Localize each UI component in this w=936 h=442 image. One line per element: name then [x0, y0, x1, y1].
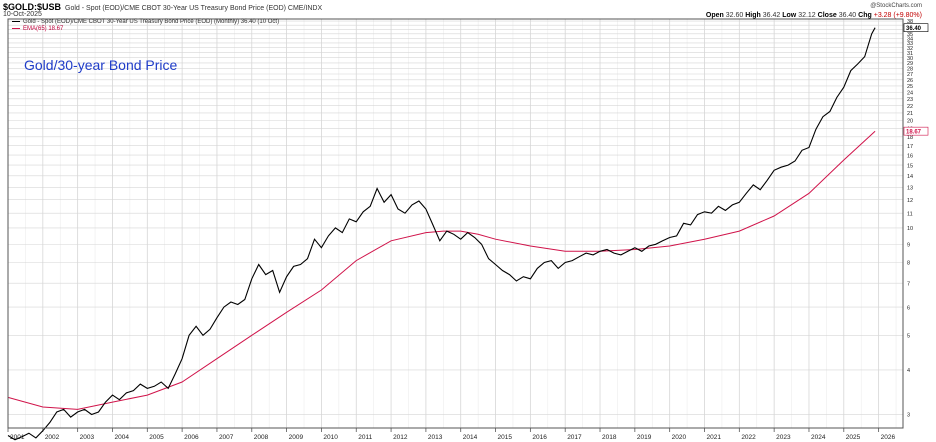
y-tick-label: 5 [907, 334, 910, 340]
y-tick-label: 31 [907, 51, 913, 57]
chart-symbol: $GOLD:$USB Gold - Spot (EOD)/CME CBOT 30-… [3, 2, 323, 12]
y-tick-label: 6 [907, 305, 910, 311]
y-tick-label: 33 [907, 41, 913, 47]
y-tick-label: 24 [907, 90, 913, 96]
x-tick-label: 2008 [254, 434, 269, 441]
y-tick-label: 17 [907, 144, 913, 150]
last-value-box [903, 23, 929, 32]
y-tick-label: 15 [907, 163, 913, 169]
x-axis-labels: 2001 2002 2003 2004 2005 2006 2007 2008 2009 2010… [7, 428, 896, 441]
chart-description: Gold - Spot (EOD)/CME CBOT 30-Year US Tr… [65, 5, 323, 12]
x-tick-label: 2010 [323, 434, 338, 441]
y-tick-label: 28 [907, 67, 913, 73]
y-tick-label: 23 [907, 97, 913, 103]
x-tick-label: 2018 [602, 434, 617, 441]
y-tick-label: 20 [907, 119, 913, 125]
y-tick-label: 18 [907, 135, 913, 141]
x-tick-label: 2021 [706, 434, 721, 441]
y-tick-label: 9 [907, 242, 910, 248]
last-value-labels: 36.40 18.67 [903, 23, 929, 136]
y-tick-label: 11 [907, 211, 913, 217]
y-tick-label: 21 [907, 111, 913, 117]
y-tick-label: 34 [907, 36, 913, 42]
y-tick-label: 8 [907, 261, 910, 267]
x-tick-label: 2026 [881, 434, 896, 441]
last-value-box [903, 126, 929, 136]
x-tick-label: 2002 [45, 434, 60, 441]
last-value-label: 18.67 [906, 129, 922, 135]
y-tick-label: 10 [907, 226, 913, 232]
x-tick-label: 2020 [672, 434, 687, 441]
y-tick-label: 30 [907, 56, 913, 62]
watermark: @StockCharts.com [870, 3, 922, 9]
x-tick-label: 2006 [184, 434, 199, 441]
x-tick-label: 2019 [637, 434, 652, 441]
x-tick-label: 2009 [289, 434, 304, 441]
series-line-ema [7, 130, 876, 410]
x-tick-label: 2017 [567, 434, 582, 441]
x-tick-label: 2004 [114, 434, 129, 441]
y-axis-labels: 3456789101112131415161718192021222324252… [907, 19, 913, 418]
x-tick-label: 2007 [219, 434, 234, 441]
x-tick-label: 2001 [10, 434, 25, 441]
x-tick-label: 2023 [776, 434, 791, 441]
y-tick-label: 27 [907, 72, 913, 78]
y-tick-label: 14 [907, 174, 913, 180]
y-tick-label: 38 [907, 19, 913, 25]
x-tick-label: 2025 [846, 434, 861, 441]
series-line-ratio [7, 27, 876, 441]
x-tick-label: 2022 [741, 434, 756, 441]
y-tick-label: 3 [907, 413, 910, 419]
x-tick-label: 2005 [149, 434, 164, 441]
plot-border [7, 18, 904, 429]
x-tick-label: 2016 [532, 434, 547, 441]
y-tick-label: 32 [907, 46, 913, 52]
legend-series-ema: EMA(65) 18.67 [12, 26, 63, 32]
x-tick-label: 2014 [463, 434, 478, 441]
x-tick-label: 2003 [80, 434, 95, 441]
last-value-label: 36.40 [906, 26, 922, 32]
y-tick-label: 12 [907, 198, 913, 204]
y-tick-label: 26 [907, 78, 913, 84]
y-tick-label: 13 [907, 185, 913, 191]
y-tick-label: 25 [907, 84, 913, 90]
y-tick-label: 22 [907, 104, 913, 110]
y-tick-label: 35 [907, 32, 913, 38]
x-tick-label: 2013 [428, 434, 443, 441]
x-tick-label: 2024 [811, 434, 826, 441]
chart-annotation: Gold/30-year Bond Price [24, 57, 178, 73]
grid [7, 19, 903, 428]
y-tick-label: 16 [907, 153, 913, 159]
x-tick-label: 2011 [358, 434, 372, 441]
y-tick-label: 7 [907, 281, 910, 287]
legend-series-ratio: Gold - Spot (EOD)/CME CBOT 30-Year US Tr… [12, 19, 279, 25]
x-tick-label: 2015 [498, 434, 513, 441]
chart-date: 10-Oct-2025 [3, 11, 42, 18]
ohlc-readout: Open 32.60 High 36.42 Low 32.12 Close 36… [705, 12, 922, 19]
y-tick-label: 4 [907, 368, 910, 374]
x-tick-label: 2012 [393, 434, 408, 441]
y-tick-label: 29 [907, 61, 913, 67]
